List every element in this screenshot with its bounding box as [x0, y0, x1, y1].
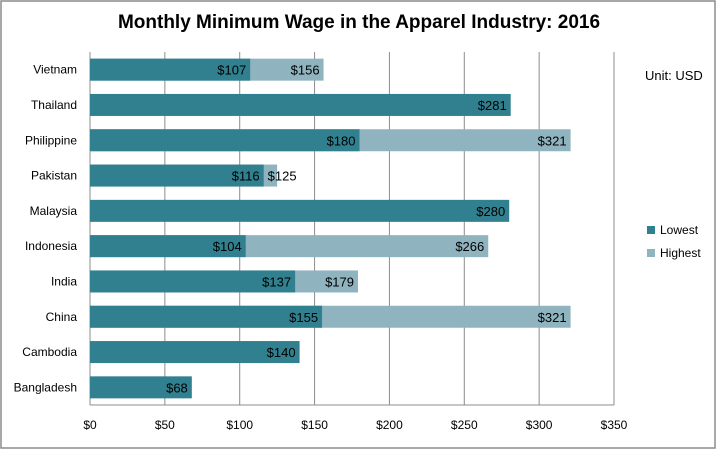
bar-lowest — [90, 93, 511, 116]
y-category-label: Cambodia — [22, 345, 77, 359]
data-label-lowest: $104 — [213, 239, 242, 254]
x-tick-label: $350 — [601, 418, 628, 432]
bar-lowest — [90, 129, 360, 152]
data-label-lowest: $155 — [289, 310, 318, 325]
legend-label-lowest: Lowest — [660, 223, 699, 237]
x-tick-label: $0 — [83, 418, 97, 432]
bar-lowest — [90, 199, 510, 222]
data-label-lowest: $137 — [262, 274, 291, 289]
y-category-label: China — [46, 310, 78, 324]
y-category-label: Vietnam — [33, 63, 77, 77]
y-category-label: Thailand — [31, 98, 77, 112]
y-category-label: Philippine — [25, 133, 77, 147]
x-tick-label: $50 — [155, 418, 175, 432]
x-tick-label: $200 — [376, 418, 403, 432]
data-label-lowest: $116 — [232, 169, 260, 184]
bar-lowest — [90, 235, 246, 258]
data-label-lowest: $140 — [267, 345, 296, 360]
bar-lowest — [90, 305, 323, 328]
bar-lowest — [90, 376, 192, 399]
y-category-label: Pakistan — [31, 169, 77, 183]
data-label-highest: $156 — [291, 63, 320, 78]
y-category-label: Malaysia — [30, 204, 78, 218]
data-label-lowest: $180 — [327, 133, 356, 148]
chart-title: Monthly Minimum Wage in the Apparel Indu… — [118, 12, 600, 33]
data-label-lowest: $280 — [476, 204, 505, 219]
data-label-highest: $179 — [325, 274, 354, 289]
x-tick-label: $250 — [451, 418, 478, 432]
x-tick-label: $300 — [526, 418, 553, 432]
data-label-lowest: $107 — [217, 63, 246, 78]
data-label-highest: $266 — [455, 239, 484, 254]
legend-label-highest: Highest — [660, 246, 701, 260]
data-label-lowest: $68 — [166, 380, 188, 395]
bar-lowest — [90, 164, 264, 187]
y-category-label: Indonesia — [25, 239, 77, 253]
bar-lowest — [90, 58, 251, 81]
bar-lowest — [90, 270, 296, 293]
x-tick-label: $150 — [301, 418, 328, 432]
data-label-lowest: $281 — [478, 98, 507, 113]
data-label-highest: $321 — [538, 133, 567, 148]
unit-annotation: Unit: USD — [645, 68, 703, 83]
y-category-label: Bangladesh — [14, 380, 77, 394]
x-tick-label: $100 — [226, 418, 253, 432]
legend-swatch-highest — [647, 249, 655, 257]
data-label-highest: $321 — [538, 310, 567, 325]
legend-swatch-lowest — [647, 226, 655, 234]
bar-lowest — [90, 341, 300, 364]
y-category-label: India — [51, 274, 77, 288]
data-label-highest: $125 — [268, 169, 297, 184]
